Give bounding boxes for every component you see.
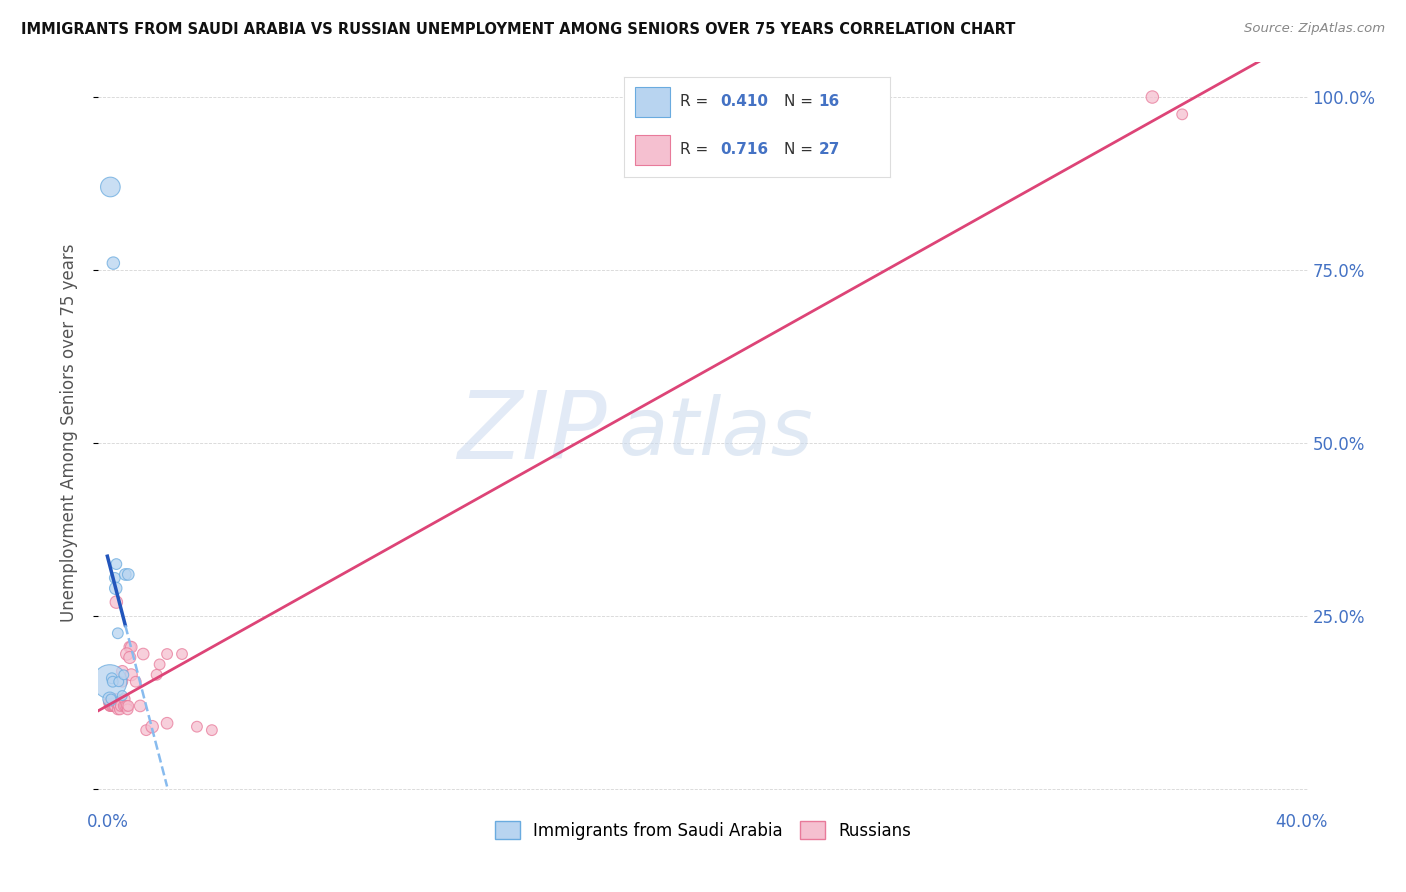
Point [98,692,121,706]
Point [115,647,138,661]
Point [114,698,136,713]
Point [1142,90,1164,104]
Point [114,692,136,706]
Text: IMMIGRANTS FROM SAUDI ARABIA VS RUSSIAN UNEMPLOYMENT AMONG SENIORS OVER 75 YEARS: IMMIGRANTS FROM SAUDI ARABIA VS RUSSIAN … [21,22,1015,37]
Point [108,702,131,716]
Point [135,723,157,738]
Point [112,667,135,681]
Point [149,657,172,672]
Point [1171,107,1194,121]
Point [98,674,121,689]
Text: Source: ZipAtlas.com: Source: ZipAtlas.com [1244,22,1385,36]
Point [170,647,193,661]
Text: ZIP: ZIP [457,387,606,478]
Point [132,647,155,661]
Point [111,665,134,679]
Point [104,571,127,585]
Point [105,692,128,706]
Point [145,667,167,681]
Point [105,557,128,571]
Point [103,696,125,710]
Point [98,698,121,713]
Point [117,702,139,716]
Point [141,720,163,734]
Point [101,698,124,713]
Point [118,640,141,654]
Point [156,647,179,661]
Point [201,723,224,738]
Point [98,698,121,713]
Point [100,692,122,706]
Point [101,674,124,689]
Legend: Immigrants from Saudi Arabia, Russians: Immigrants from Saudi Arabia, Russians [488,814,918,847]
Point [104,582,127,596]
Point [125,674,148,689]
Point [104,698,127,713]
Point [111,689,134,703]
Point [120,667,142,681]
Point [103,698,125,713]
Point [112,698,135,713]
Point [105,595,128,609]
Point [115,698,138,713]
Point [117,567,139,582]
Point [107,626,129,640]
Text: atlas: atlas [619,393,813,472]
Point [129,698,152,713]
Y-axis label: Unemployment Among Seniors over 75 years: Unemployment Among Seniors over 75 years [59,244,77,622]
Point [156,716,179,731]
Point [98,180,121,194]
Point [104,696,127,710]
Point [107,702,129,716]
Point [97,696,120,710]
Point [120,640,142,654]
Point [110,698,132,713]
Point [103,256,125,270]
Point [186,720,208,734]
Point [114,567,136,582]
Point [117,698,139,713]
Point [107,698,129,713]
Point [100,692,122,706]
Point [101,671,124,685]
Point [107,674,129,689]
Point [101,698,124,713]
Point [118,650,141,665]
Point [111,674,134,689]
